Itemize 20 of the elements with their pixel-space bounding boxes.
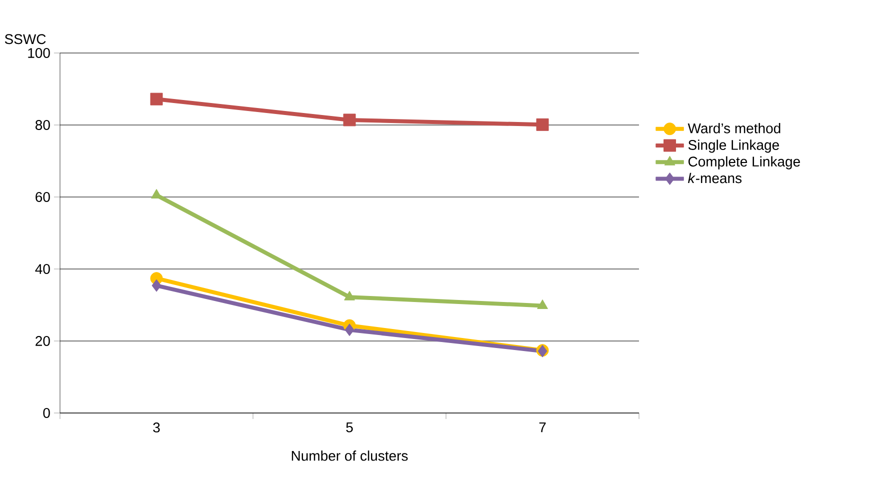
point bbox=[152, 279, 162, 292]
legend-label: k-means bbox=[688, 172, 742, 184]
y-tick-label: 40 bbox=[35, 264, 50, 274]
y-tick-label: 20 bbox=[36, 336, 50, 346]
y-tick-label: 60 bbox=[36, 192, 50, 202]
x-axis-title: Number of clusters bbox=[292, 450, 408, 461]
legend-label: Single Linkage bbox=[688, 140, 779, 153]
point bbox=[536, 118, 549, 131]
legend-label: Complete Linkage bbox=[688, 156, 800, 170]
point bbox=[344, 324, 354, 336]
x-tick-label: 3 bbox=[153, 422, 160, 432]
point bbox=[150, 92, 163, 106]
y-tick-label: 0 bbox=[43, 408, 50, 418]
x-tick-label: 7 bbox=[539, 422, 546, 432]
y-tick-label: 80 bbox=[36, 120, 50, 130]
legend-label: Ward’s method bbox=[688, 123, 780, 134]
y-axis-title: SSWC bbox=[4, 34, 46, 44]
y-tick-label: 100 bbox=[28, 48, 50, 58]
x-tick-label: 5 bbox=[346, 422, 353, 432]
point bbox=[343, 114, 356, 126]
